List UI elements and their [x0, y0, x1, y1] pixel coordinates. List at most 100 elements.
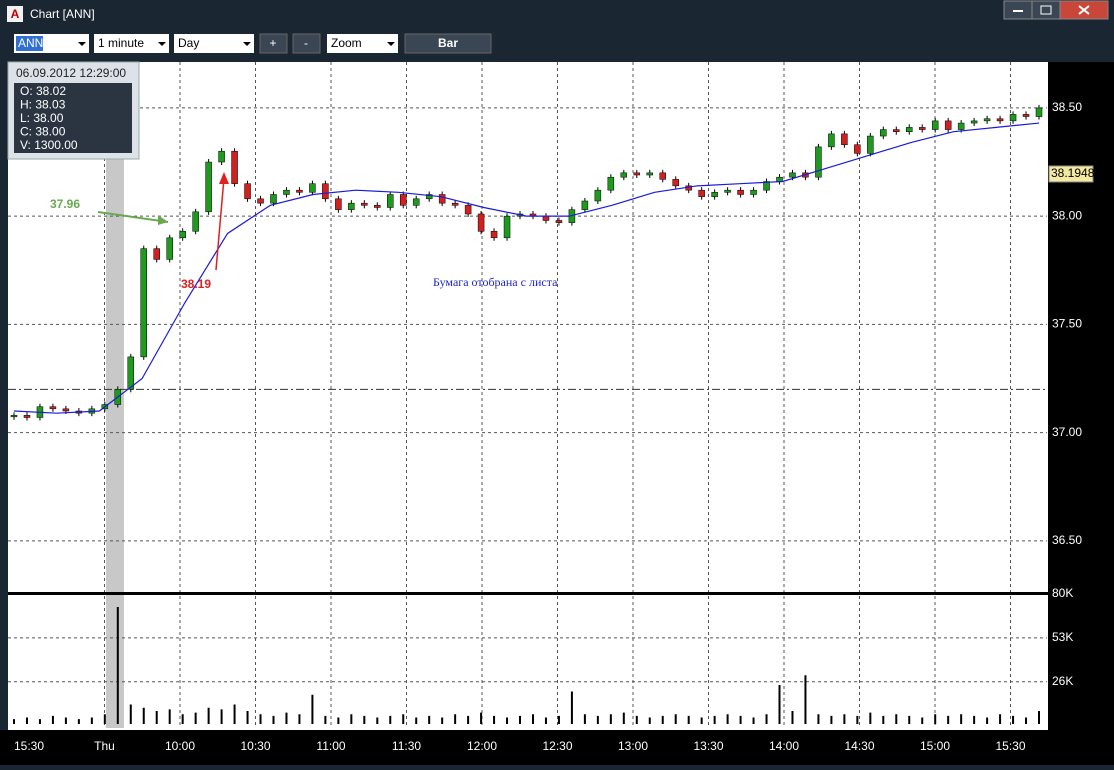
candle	[1022, 114, 1030, 117]
annotation-arrowhead	[158, 215, 168, 225]
candle	[815, 146, 822, 178]
volume-bar	[64, 717, 67, 724]
volume-bar	[415, 717, 418, 724]
x-tick-label: 12:00	[467, 739, 497, 753]
x-axis-area	[0, 730, 1114, 765]
volume-bar	[843, 714, 846, 724]
candle	[620, 172, 628, 178]
volume-bar	[194, 712, 197, 724]
candle	[983, 118, 991, 122]
volume-bar	[168, 709, 171, 724]
annotation-arrowhead	[219, 172, 229, 184]
tooltip-line: L: 38.00	[20, 111, 64, 125]
zoom-in-button[interactable]	[259, 33, 288, 54]
volume-bar	[700, 717, 703, 724]
volume-bar	[181, 714, 184, 724]
candle	[944, 120, 952, 130]
candle	[1035, 107, 1043, 117]
volume-bar	[817, 714, 820, 724]
app-icon-letter: A	[11, 7, 20, 21]
candle	[711, 192, 718, 197]
maximize-button[interactable]	[1031, 0, 1061, 20]
candle	[594, 189, 602, 202]
x-tick-label: 13:30	[693, 739, 723, 753]
zoom-combo[interactable]	[327, 34, 398, 53]
annotation-arrow	[215, 177, 225, 271]
style-button[interactable]	[404, 33, 492, 54]
candle	[205, 161, 212, 213]
volume-bar	[389, 715, 392, 724]
volume-bar	[648, 717, 651, 724]
volume-bar	[480, 712, 483, 724]
candle	[166, 237, 173, 260]
x-tick-label: 12:30	[542, 739, 572, 753]
x-tick-label: 13:00	[618, 739, 648, 753]
x-tick-label: Thu	[94, 739, 115, 753]
candle	[659, 172, 666, 180]
volume-bar	[454, 714, 457, 724]
y-tick-label: 53K	[1052, 630, 1073, 644]
volume-bar	[51, 715, 54, 724]
volume-bar	[1038, 711, 1040, 724]
style-label: Bar	[438, 36, 458, 50]
volume-bar	[557, 715, 560, 724]
zoom-out-button[interactable]	[292, 33, 321, 54]
candle	[672, 179, 679, 187]
volume-bar	[752, 717, 755, 724]
volume-bar	[129, 704, 132, 724]
candle	[737, 189, 744, 195]
plot-layer: 15:30 Thu 10:00 10:30 11:00 11:30 12:00 12:30 13…	[8, 62, 1095, 753]
volume-bar	[13, 719, 15, 724]
volume-bar	[233, 704, 236, 724]
candle	[633, 172, 641, 176]
volume-bar	[298, 714, 301, 724]
candle	[918, 127, 926, 130]
tooltip-lines: O: 38.02H: 38.03L: 38.00C: 38.00V: 1300.…	[20, 84, 78, 152]
zoom-out-label: -	[304, 36, 308, 50]
y-tick-label: 38.50	[1052, 100, 1082, 114]
volume-bar	[441, 717, 444, 724]
candle	[789, 172, 796, 178]
volume-bar	[947, 715, 950, 724]
candle	[10, 415, 18, 418]
volume-bar	[506, 717, 509, 724]
period-combo[interactable]	[174, 34, 254, 53]
volume-bar	[583, 714, 586, 724]
interval-combo[interactable]	[94, 34, 169, 53]
volume-bar	[220, 709, 223, 724]
tooltip-line: H: 38.03	[20, 98, 66, 112]
volume-bar	[570, 691, 573, 724]
volume-bar	[804, 675, 807, 724]
candle	[477, 213, 485, 232]
volume-bar	[999, 714, 1002, 724]
moving-average	[13, 122, 1040, 414]
annotation: 38.19	[181, 277, 211, 291]
volume-bar	[363, 715, 366, 724]
candle	[828, 133, 835, 148]
volume-bar	[908, 715, 911, 724]
volume-bar	[895, 714, 898, 724]
volume-bar	[661, 715, 664, 724]
y-tick-label: 38.00	[1052, 208, 1082, 222]
candle	[192, 211, 199, 232]
candle	[387, 194, 394, 208]
symbol-selection	[16, 36, 43, 51]
candle	[438, 194, 446, 204]
candle	[322, 183, 329, 200]
candle	[646, 172, 654, 176]
x-tick-label: 14:00	[769, 739, 799, 753]
volume-bar	[778, 685, 781, 724]
candle	[957, 122, 965, 130]
volume-bar	[1012, 715, 1015, 724]
x-tick-label: 15:30	[14, 739, 44, 753]
candle	[283, 189, 290, 195]
volume-bar	[986, 717, 989, 724]
volume-bar	[739, 715, 742, 724]
candle	[23, 415, 31, 418]
volume-bar	[428, 715, 431, 724]
y-tick-label: 37.50	[1052, 317, 1082, 331]
volume-bar	[544, 717, 547, 724]
volume-bar	[467, 715, 470, 724]
candle	[257, 198, 264, 204]
x-tick-label: 11:00	[316, 739, 345, 753]
